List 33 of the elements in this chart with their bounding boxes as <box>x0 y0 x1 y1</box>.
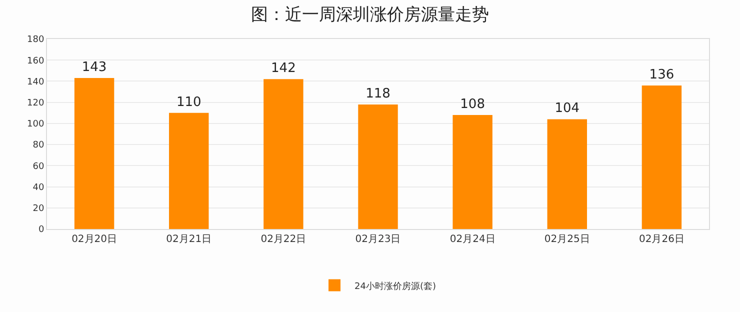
bar <box>358 104 398 229</box>
x-tick-label: 02月25日 <box>544 234 590 245</box>
y-tick-label: 180 <box>27 35 44 46</box>
x-tick-label: 02月20日 <box>72 234 118 245</box>
x-tick-label: 02月21日 <box>166 234 212 245</box>
y-tick-label: 120 <box>27 98 44 108</box>
data-label: 118 <box>366 86 390 102</box>
x-tick-label: 02月23日 <box>355 234 401 245</box>
bar <box>264 79 304 229</box>
data-label: 104 <box>554 101 580 116</box>
bar <box>169 112 209 229</box>
y-tick-label: 40 <box>32 182 44 193</box>
data-label: 108 <box>460 97 485 112</box>
bar <box>642 85 682 229</box>
bar <box>74 78 114 229</box>
legend-label: 24小时涨价房源(套) <box>354 280 436 292</box>
bar <box>452 115 492 229</box>
y-tick-label: 140 <box>27 77 44 88</box>
chart-title: 图：近一周深圳涨价房源量走势 <box>251 4 489 25</box>
y-tick-label: 80 <box>32 140 44 151</box>
x-tick-label: 02月26日 <box>638 234 684 245</box>
y-tick-label: 0 <box>38 225 44 236</box>
x-tick-label: 02月24日 <box>450 234 496 245</box>
y-tick-label: 20 <box>32 204 44 214</box>
y-tick-label: 160 <box>27 56 44 66</box>
y-tick-label: 100 <box>27 120 44 130</box>
data-label: 142 <box>271 61 296 76</box>
y-tick-label: 60 <box>32 162 44 172</box>
bar <box>547 119 587 229</box>
data-label: 110 <box>176 94 202 110</box>
x-tick-label: 02月22日 <box>260 234 306 245</box>
data-label: 136 <box>649 67 674 82</box>
data-label: 143 <box>82 60 107 76</box>
